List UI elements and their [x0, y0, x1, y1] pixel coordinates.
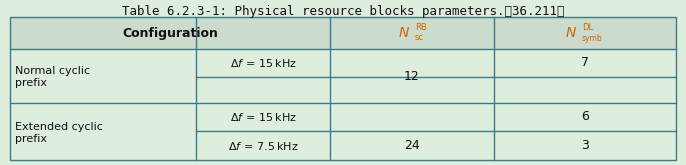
- Text: $\Delta f\,{=}\,15\,\mathrm{kHz}$: $\Delta f\,{=}\,15\,\mathrm{kHz}$: [230, 111, 296, 123]
- Text: $\mathit{N}$: $\mathit{N}$: [398, 26, 410, 40]
- Text: prefix: prefix: [15, 78, 47, 88]
- Text: sc: sc: [415, 33, 424, 43]
- Text: Extended cyclic: Extended cyclic: [15, 121, 103, 132]
- Text: prefix: prefix: [15, 133, 47, 144]
- Text: symb: symb: [582, 34, 603, 43]
- Text: $\mathit{N}$: $\mathit{N}$: [565, 26, 577, 40]
- Text: 7: 7: [581, 56, 589, 69]
- Text: Table 6.2.3-1: Physical resource blocks parameters.（36.211）: Table 6.2.3-1: Physical resource blocks …: [121, 5, 565, 18]
- Text: 24: 24: [404, 139, 420, 152]
- Text: $\Delta f\,{=}\,7.5\,\mathrm{kHz}$: $\Delta f\,{=}\,7.5\,\mathrm{kHz}$: [228, 139, 298, 151]
- Text: RB: RB: [415, 23, 427, 33]
- Text: Configuration: Configuration: [122, 27, 218, 39]
- Bar: [10, 17, 676, 160]
- Text: Normal cyclic: Normal cyclic: [15, 66, 90, 76]
- Bar: [10, 17, 676, 49]
- Text: $\Delta f\,{=}\,15\,\mathrm{kHz}$: $\Delta f\,{=}\,15\,\mathrm{kHz}$: [230, 57, 296, 69]
- Text: 12: 12: [404, 69, 420, 82]
- Text: 3: 3: [581, 139, 589, 152]
- Text: 6: 6: [581, 111, 589, 123]
- Text: DL: DL: [582, 23, 593, 33]
- Bar: [10, 49, 676, 160]
